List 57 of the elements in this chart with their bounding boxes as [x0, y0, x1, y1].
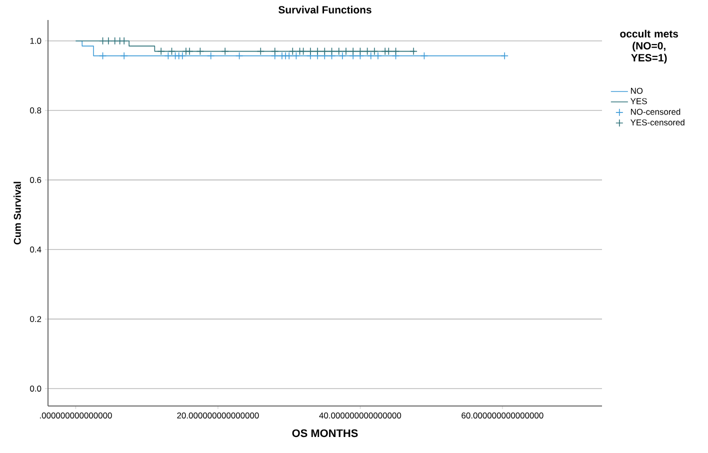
point: [349, 47, 357, 56]
y-tick-label: 0.6: [30, 176, 42, 183]
point: [221, 47, 229, 56]
point: [120, 52, 128, 60]
point: [384, 47, 393, 56]
legend-label: NO-censored: [631, 108, 680, 115]
point: [168, 47, 176, 56]
chart-title: Survival Functions: [278, 6, 372, 14]
point: [178, 52, 186, 60]
point: [410, 47, 418, 56]
point: [157, 47, 165, 56]
point: [374, 52, 382, 60]
point: [164, 52, 172, 60]
x-tick-label: 60.000000000000000: [462, 412, 544, 418]
point: [98, 52, 107, 60]
point: [98, 36, 107, 45]
y-tick-label: 0.2: [30, 316, 42, 322]
point: [392, 47, 400, 56]
y-tick-label: 0.4: [30, 246, 42, 253]
point: [366, 52, 375, 60]
point: [256, 47, 265, 56]
point: [420, 52, 428, 60]
point: [328, 47, 336, 56]
x-tick-label: .000000000000000: [40, 412, 112, 418]
point: [110, 36, 119, 45]
legend-label: NO: [631, 88, 643, 94]
legend-label: YES-censored: [630, 119, 684, 126]
y-tick-label: 0.0: [30, 386, 42, 392]
point: [356, 47, 364, 56]
point: [334, 47, 343, 56]
point: [196, 47, 204, 56]
point: [120, 36, 128, 45]
x-axis-title: OS MONTHS: [292, 429, 358, 438]
x-tick-label: 40.000000000000000: [319, 412, 402, 418]
point: [306, 47, 314, 56]
point: [285, 52, 293, 60]
point: [338, 52, 346, 60]
x-tick-label: 20.000000000000000: [177, 412, 259, 418]
point: [299, 47, 308, 56]
point: [235, 52, 244, 60]
point: [270, 47, 279, 56]
point: [370, 47, 378, 56]
y-tick-label: 1.0: [30, 38, 42, 44]
y-axis-title: Cum Survival: [14, 182, 21, 244]
point: [104, 36, 112, 45]
point: [292, 52, 300, 60]
point: [342, 47, 350, 56]
point: [500, 52, 508, 60]
legend-title: occult mets (NO=0, YES=1): [620, 30, 678, 64]
point: [186, 47, 194, 56]
point: [314, 47, 322, 56]
point: [288, 47, 297, 56]
point: [206, 52, 215, 60]
y-tick-label: 0.8: [30, 107, 42, 114]
point: [363, 47, 372, 56]
point: [320, 47, 329, 56]
legend-label: YES: [630, 98, 647, 104]
